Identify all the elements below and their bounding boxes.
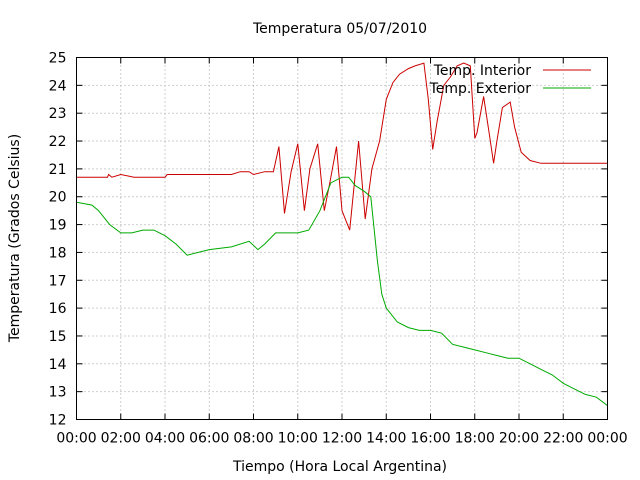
x-tick-label: 06:00 [189,431,229,447]
x-tick-label: 00:00 [56,431,96,447]
y-tick-label: 14 [49,357,67,373]
y-tick-label: 12 [49,413,67,429]
x-axis-label: Tiempo (Hora Local Argentina) [232,459,447,475]
series-line-temp-exterior [76,176,608,406]
y-tick-label: 19 [49,218,67,234]
x-tick-label: 08:00 [233,431,273,447]
y-tick-label: 20 [49,190,67,206]
x-tick-label: 18:00 [455,431,495,447]
legend-label-temp-exterior: Temp. Exterior [429,81,532,97]
grid [76,57,608,420]
series-line-temp-interior [76,62,608,231]
y-tick-label: 18 [49,245,67,261]
y-tick-label: 24 [49,78,67,94]
x-tick-label: 02:00 [101,431,141,447]
y-tick-label: 23 [49,106,67,122]
series-lines [76,62,608,406]
y-tick-label: 22 [49,134,67,150]
y-tick-label: 21 [49,162,67,178]
x-tick-labels: 00:00 02:00 04:00 06:00 08:00 10:00 12:00 14:00… [56,431,627,447]
x-tick-label: 00:00 [587,431,627,447]
y-axis-label: Temperatura (Grados Celsius) [7,134,23,343]
y-tick-label: 25 [49,51,67,67]
axis-ticks [76,57,608,420]
x-tick-label: 20:00 [499,431,539,447]
x-tick-label: 22:00 [543,431,583,447]
x-tick-label: 10:00 [278,431,318,447]
legend: Temp. Interior Temp. Exterior [429,63,591,97]
x-tick-label: 12:00 [322,431,362,447]
y-tick-label: 15 [49,329,67,345]
x-tick-label: 04:00 [145,431,185,447]
x-tick-label: 16:00 [410,431,450,447]
legend-label-temp-interior: Temp. Interior [433,63,532,79]
y-tick-label: 13 [49,385,67,401]
x-tick-label: 14:00 [366,431,406,447]
y-tick-label: 17 [49,273,67,289]
y-tick-label: 16 [49,301,67,317]
y-tick-labels: 12 13 14 15 16 17 18 19 20 21 22 23 24 25 [49,51,67,429]
chart-title: Temperatura 05/07/2010 [252,21,427,37]
